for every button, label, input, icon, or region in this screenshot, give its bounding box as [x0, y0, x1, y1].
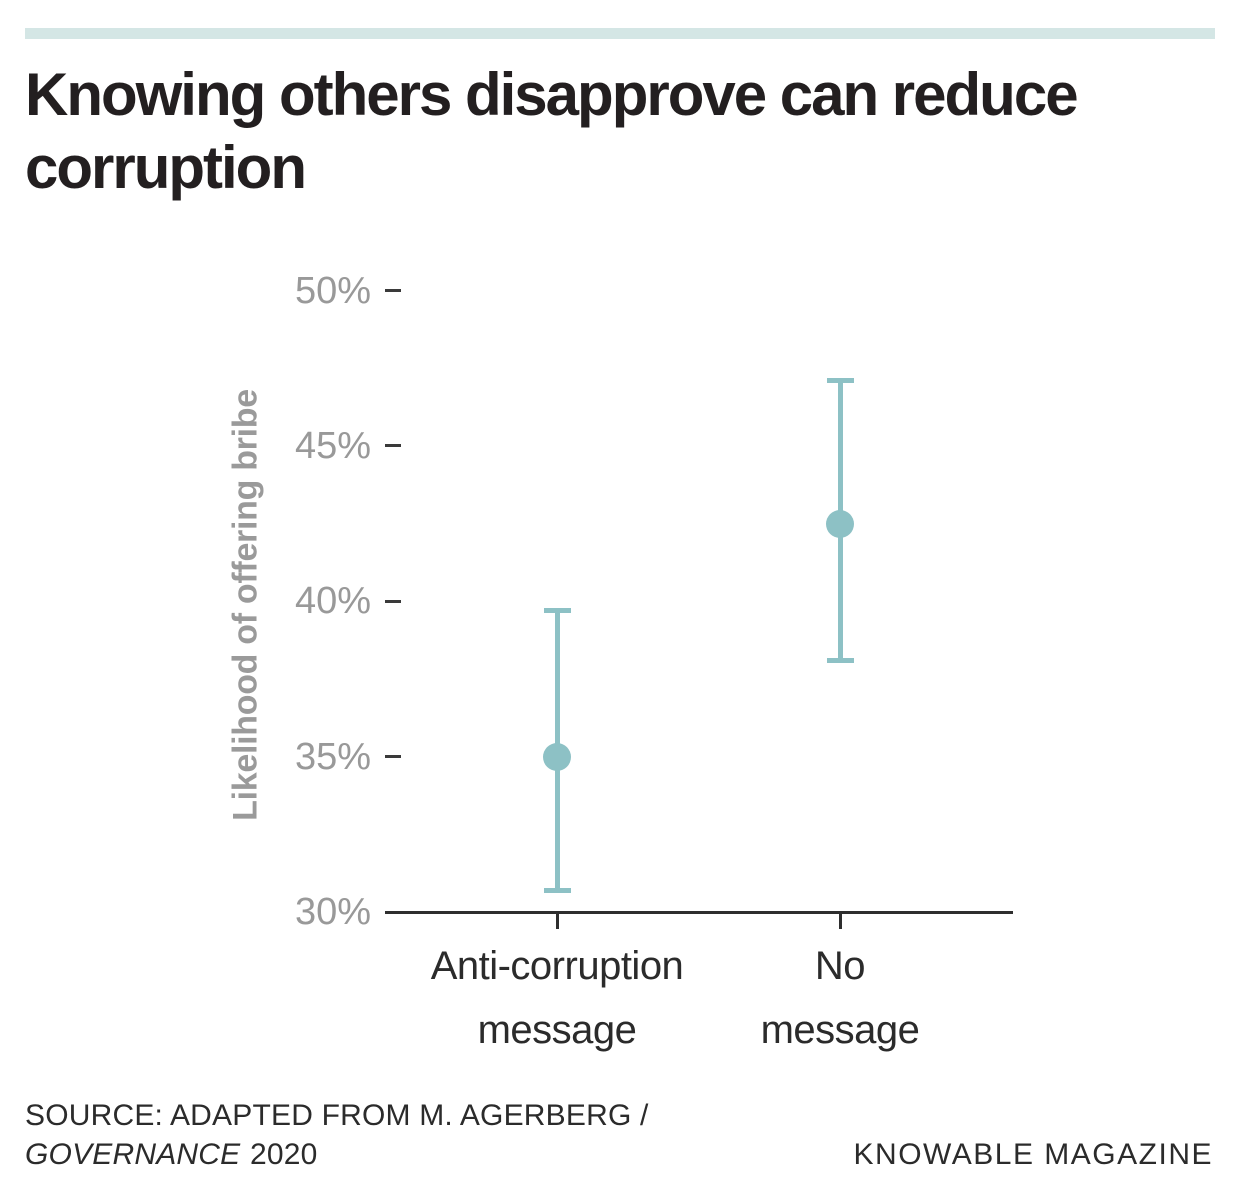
brand-credit: KNOWABLE MAGAZINE	[853, 1138, 1213, 1171]
y-tick-label: 30%	[294, 891, 371, 933]
source-line-1: SOURCE: ADAPTED FROM M. AGERBERG /	[25, 1099, 649, 1132]
x-category-label: Anti-corruption message	[377, 934, 737, 1062]
source-line-2: GOVERNANCE 2020	[25, 1135, 649, 1174]
data-point	[543, 742, 571, 771]
source-year: 2020	[249, 1138, 318, 1171]
chart-title-line-1: Knowing others disapprove can reduce	[25, 61, 1079, 128]
x-category-label-line: Anti-corruption	[430, 944, 684, 988]
data-point	[826, 509, 854, 538]
x-tick	[555, 912, 559, 929]
error-bar-cap-bottom	[543, 887, 571, 893]
x-category-label-line: message	[760, 1008, 920, 1052]
chart-title-line-2: corruption	[25, 134, 307, 201]
chart-title: Knowing others disapprove can reduce cor…	[25, 58, 1215, 204]
y-tick-dash	[385, 444, 401, 448]
y-tick-label: 45%	[294, 424, 371, 467]
x-category-label: No message	[660, 934, 1020, 1062]
y-tick-dash	[385, 599, 401, 603]
x-tick	[838, 912, 842, 929]
y-tick-dash	[385, 289, 401, 292]
error-bar-cap-bottom	[826, 657, 854, 663]
x-category-label-line: No	[814, 944, 866, 988]
error-bar-cap-top	[543, 608, 571, 614]
x-axis-line	[385, 910, 1013, 914]
accent-bar	[25, 28, 1215, 39]
y-tick-label: 50%	[294, 269, 371, 312]
y-tick-dash	[385, 755, 401, 759]
source-credit: SOURCE: ADAPTED FROM M. AGERBERG / GOVER…	[25, 1096, 649, 1174]
x-category-label-line: message	[477, 1008, 637, 1052]
y-tick-label: 35%	[294, 735, 371, 778]
y-tick-label: 40%	[294, 580, 371, 623]
source-journal: GOVERNANCE	[25, 1138, 241, 1171]
error-bar-cap-top	[826, 378, 854, 384]
